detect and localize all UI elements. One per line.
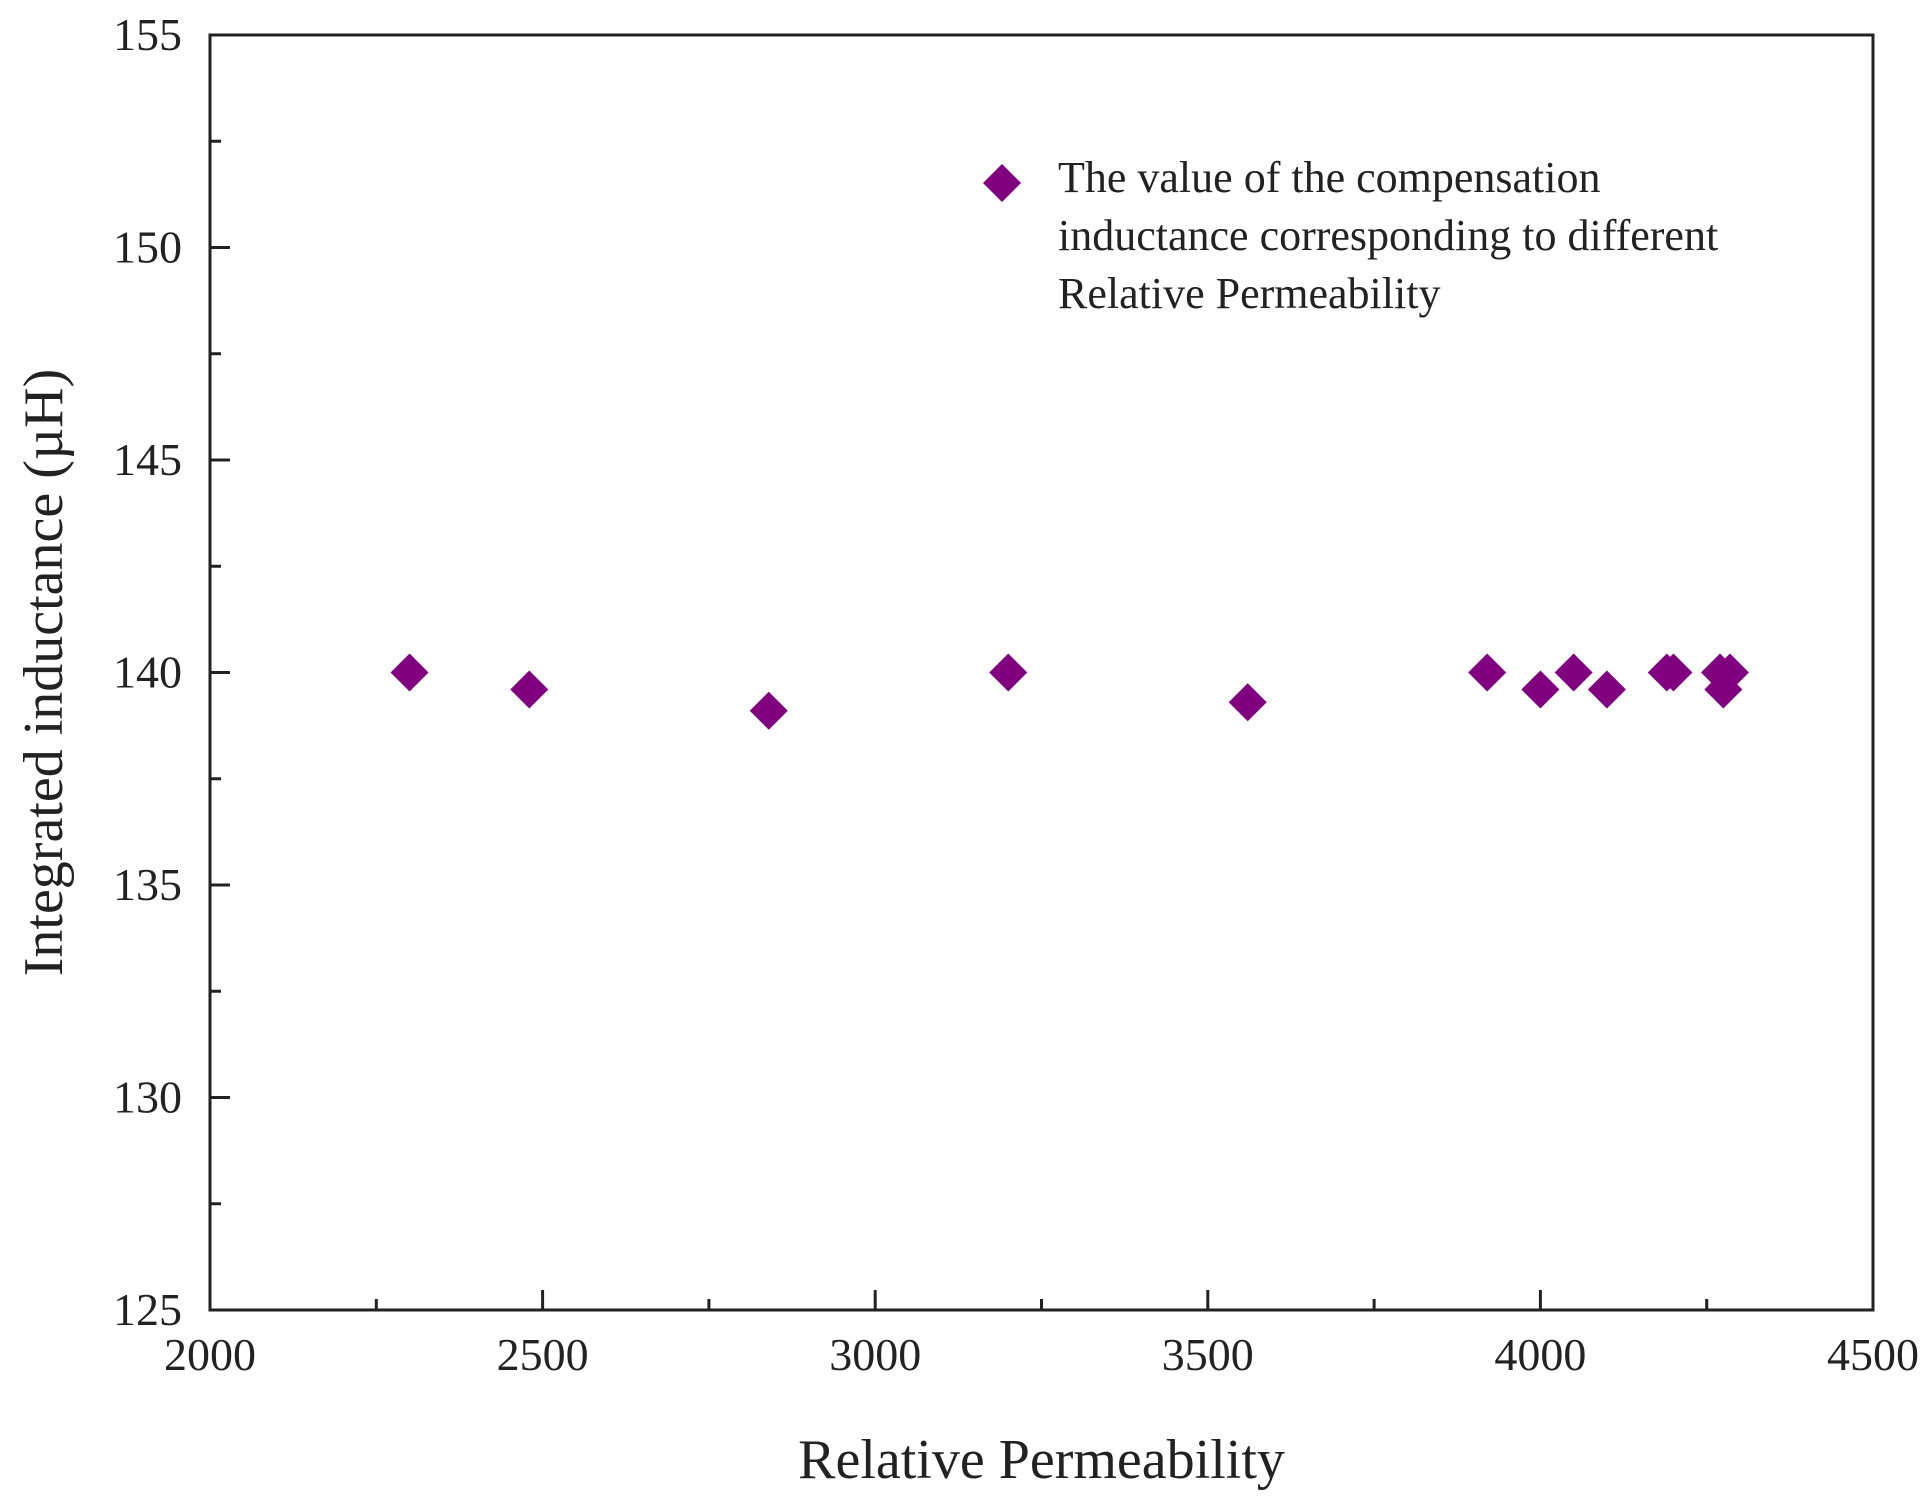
data-point [1468, 653, 1507, 692]
legend: The value of the compensation inductance… [983, 153, 1718, 318]
legend-label-line: inductance corresponding to different [1058, 211, 1718, 260]
x-axis: 2000 2500 3000 3500 4000 4500 [164, 1290, 1919, 1380]
y-tick-label: 155 [113, 9, 182, 60]
legend-label-line: The value of the compensation [1058, 153, 1600, 202]
data-point [1521, 670, 1560, 709]
y-tick-label: 135 [113, 859, 182, 910]
data-points [390, 653, 1749, 730]
x-tick-label: 2000 [164, 1329, 256, 1380]
y-tick-label: 150 [113, 222, 182, 273]
y-tick-label: 145 [113, 434, 182, 485]
x-tick-label: 2500 [497, 1329, 589, 1380]
y-tick-label: 130 [113, 1072, 182, 1123]
y-axis-title: Integrated inductance (µH) [13, 369, 75, 977]
y-axis: 125 130 135 140 145 150 155 [113, 9, 230, 1335]
data-point [390, 653, 429, 692]
data-point [1654, 653, 1693, 692]
data-point [510, 670, 549, 709]
x-tick-label: 3000 [829, 1329, 921, 1380]
data-point [749, 691, 788, 730]
data-point [1710, 653, 1749, 692]
x-tick-label: 4500 [1827, 1329, 1919, 1380]
data-point [989, 653, 1028, 692]
x-tick-label: 3500 [1162, 1329, 1254, 1380]
x-tick-label: 4000 [1494, 1329, 1586, 1380]
y-tick-label: 125 [113, 1284, 182, 1335]
data-point [1228, 683, 1267, 722]
x-axis-title: Relative Permeability [798, 1429, 1285, 1491]
legend-marker-icon [983, 164, 1021, 202]
data-point [1554, 653, 1593, 692]
y-tick-label: 140 [113, 647, 182, 698]
legend-label-line: Relative Permeability [1058, 269, 1440, 318]
data-point [1587, 670, 1626, 709]
